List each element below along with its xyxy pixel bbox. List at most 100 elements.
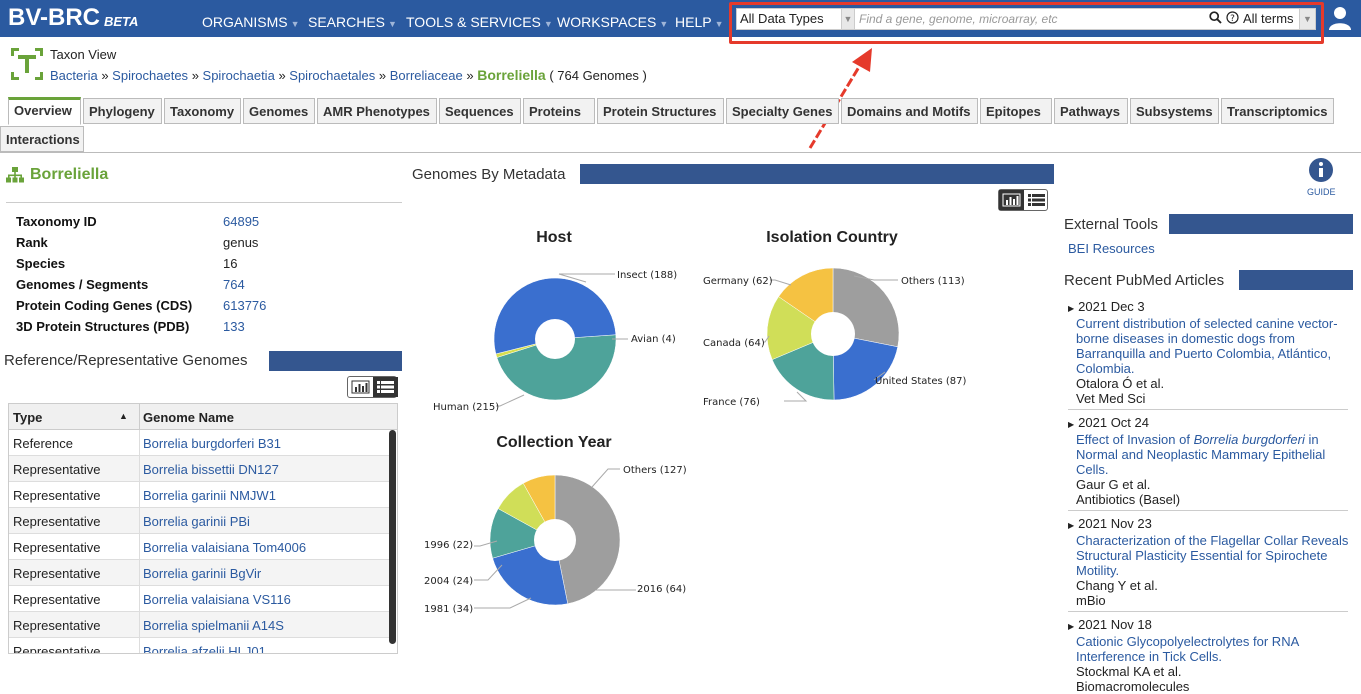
table-view-button[interactable] — [1024, 190, 1049, 210]
cell-genome-link[interactable]: Borrelia valaisiana Tom4006 — [143, 540, 307, 555]
rank-value: genus — [223, 235, 259, 250]
cell-genome-link[interactable]: Borrelia garinii NMJW1 — [143, 488, 276, 503]
breadcrumb-link[interactable]: Spirochaetes — [112, 68, 189, 83]
tab-transcriptomics[interactable]: Transcriptomics — [1221, 98, 1334, 124]
metadata-title: Genomes By Metadata — [412, 166, 566, 183]
tab-genomes[interactable]: Genomes — [243, 98, 315, 124]
tab-overview[interactable]: Overview — [8, 97, 81, 125]
divider — [1068, 510, 1348, 511]
search-terms-select[interactable]: All terms — [1243, 11, 1294, 26]
nav-searches[interactable]: SEARCHES ▼ — [308, 14, 397, 30]
taxonomy-id-value[interactable]: 64895 — [223, 214, 260, 229]
search-icon[interactable] — [1209, 11, 1222, 27]
tab-taxonomy[interactable]: Taxonomy — [164, 98, 241, 124]
breadcrumb-link[interactable]: Spirochaetia — [202, 68, 275, 83]
caret-down-icon: ▼ — [290, 19, 300, 29]
tab-interactions[interactable]: Interactions — [0, 126, 84, 152]
nav-organisms[interactable]: ORGANISMS ▼ — [202, 14, 300, 30]
table-row[interactable]: Reference Borrelia burgdorferi B31 — [9, 430, 391, 456]
tab-specialty-genes[interactable]: Specialty Genes — [726, 98, 839, 124]
user-account-button[interactable] — [1326, 4, 1354, 32]
cell-genome-link[interactable]: Borrelia afzelii HLJ01 — [143, 644, 266, 654]
breadcrumb-link[interactable]: Borreliaceae — [389, 68, 463, 83]
chart-view-button[interactable] — [348, 377, 373, 397]
article-title-link[interactable]: Effect of Invasion of Borrelia burgdorfe… — [1068, 432, 1352, 477]
bei-resources-link[interactable]: BEI Resources — [1068, 241, 1155, 256]
article-title-link[interactable]: Characterization of the Flagellar Collar… — [1076, 533, 1349, 578]
rank-label: Rank — [16, 235, 48, 250]
tab-sequences[interactable]: Sequences — [439, 98, 521, 124]
expand-icon[interactable]: ▶ — [1068, 304, 1075, 313]
cell-genome-link[interactable]: Borrelia garinii BgVir — [143, 566, 262, 581]
pie-leader-line — [770, 279, 792, 286]
cell-type: Representative — [13, 540, 101, 555]
chevron-down-icon[interactable]: ▼ — [1299, 9, 1315, 29]
column-header-genome-name[interactable]: Genome Name — [143, 410, 235, 425]
breadcrumb-link[interactable]: Bacteria — [50, 68, 98, 83]
table-view-button[interactable] — [373, 377, 398, 397]
tab-subsystems[interactable]: Subsystems — [1130, 98, 1219, 124]
cell-genome-link[interactable]: Borrelia valaisiana VS116 — [143, 592, 291, 607]
guide-link[interactable]: GUIDE — [1307, 187, 1336, 197]
cds-value[interactable]: 613776 — [223, 298, 267, 313]
breadcrumb-link[interactable]: Spirochaetales — [289, 68, 376, 83]
search-highlight-annotation — [729, 2, 1324, 44]
tab-pathways[interactable]: Pathways — [1054, 98, 1128, 124]
nav-help[interactable]: HELP ▼ — [675, 14, 724, 30]
table-scrollbar[interactable] — [389, 430, 396, 644]
expand-icon[interactable]: ▶ — [1068, 420, 1075, 429]
nav-workspaces[interactable]: WORKSPACES ▼ — [557, 14, 668, 30]
tab-bar: Overview Phylogeny Taxonomy Genomes AMR … — [0, 97, 1361, 153]
table-row[interactable]: Representative Borrelia valaisiana Tom400… — [9, 534, 391, 560]
tab-protein-structures[interactable]: Protein Structures — [597, 98, 724, 124]
table-row[interactable]: Representative Borrelia bissettii DN127 — [9, 456, 391, 482]
table-row[interactable]: Representative Borrelia afzelii HLJ01 — [9, 638, 391, 654]
genomes-value[interactable]: 764 — [223, 277, 245, 292]
pdb-value[interactable]: 133 — [223, 319, 245, 334]
pie-leader-line — [474, 597, 532, 609]
chart-title-isolation-country: Isolation Country — [766, 229, 898, 246]
cell-genome-link[interactable]: Borrelia spielmanii A14S — [143, 618, 284, 633]
table-row[interactable]: Representative Borrelia spielmanii A14S — [9, 612, 391, 638]
pie-label: 2016 (64) — [637, 584, 687, 595]
search-data-type-select[interactable]: All Data Types — [740, 11, 824, 26]
expand-icon[interactable]: ▶ — [1068, 622, 1075, 631]
cell-genome-link[interactable]: Borrelia burgdorferi B31 — [143, 436, 282, 451]
pie-slice[interactable] — [832, 333, 899, 401]
table-row[interactable]: Representative Borrelia valaisiana VS116 — [9, 586, 391, 612]
chart-view-button[interactable] — [999, 190, 1024, 210]
pie-slice[interactable] — [554, 474, 621, 605]
article-title-link[interactable]: Cationic Glycopolyelectrolytes for RNA I… — [1076, 634, 1299, 664]
cell-genome-link[interactable]: Borrelia garinii PBi — [143, 514, 250, 529]
tab-epitopes[interactable]: Epitopes — [980, 98, 1052, 124]
ref-genomes-table: Type ▲ Genome Name Reference Borrelia bur… — [8, 403, 398, 654]
pie-label: Others (127) — [623, 465, 687, 476]
sort-ascending-icon[interactable]: ▲ — [119, 411, 128, 421]
table-row[interactable]: Representative Borrelia garinii NMJW1 — [9, 482, 391, 508]
info-icon[interactable] — [1309, 158, 1333, 182]
tab-domains-and-motifs[interactable]: Domains and Motifs — [841, 98, 978, 124]
pie-label: 1996 (22) — [424, 540, 474, 551]
expand-icon[interactable]: ▶ — [1068, 521, 1075, 530]
pie-slice[interactable] — [766, 296, 834, 360]
pie-slice[interactable] — [493, 277, 617, 355]
help-icon[interactable]: ? — [1226, 11, 1239, 27]
tab-proteins[interactable]: Proteins — [523, 98, 595, 124]
pubmed-title: Recent PubMed Articles — [1064, 272, 1225, 289]
chevron-down-icon[interactable]: ▼ — [841, 9, 855, 29]
tab-amr-phenotypes[interactable]: AMR Phenotypes — [317, 98, 437, 124]
article-title-link[interactable]: Current distribution of selected canine … — [1076, 316, 1338, 376]
table-row[interactable]: Representative Borrelia garinii PBi — [9, 508, 391, 534]
pie-label: Canada (64) — [703, 338, 765, 349]
cell-genome-link[interactable]: Borrelia bissettii DN127 — [143, 462, 279, 477]
article-date: ▶ 2021 Nov 18 — [1068, 617, 1352, 634]
search-input[interactable] — [859, 10, 1204, 28]
nav-tools-services[interactable]: TOOLS & SERVICES ▼ — [406, 14, 553, 30]
column-header-type[interactable]: Type — [13, 410, 43, 425]
table-row[interactable]: Representative Borrelia garinii BgVir — [9, 560, 391, 586]
tab-phylogeny[interactable]: Phylogeny — [83, 98, 162, 124]
donut-hole — [535, 319, 575, 359]
pie-slice[interactable] — [496, 334, 617, 401]
logo[interactable]: BV-BRC — [8, 4, 101, 31]
